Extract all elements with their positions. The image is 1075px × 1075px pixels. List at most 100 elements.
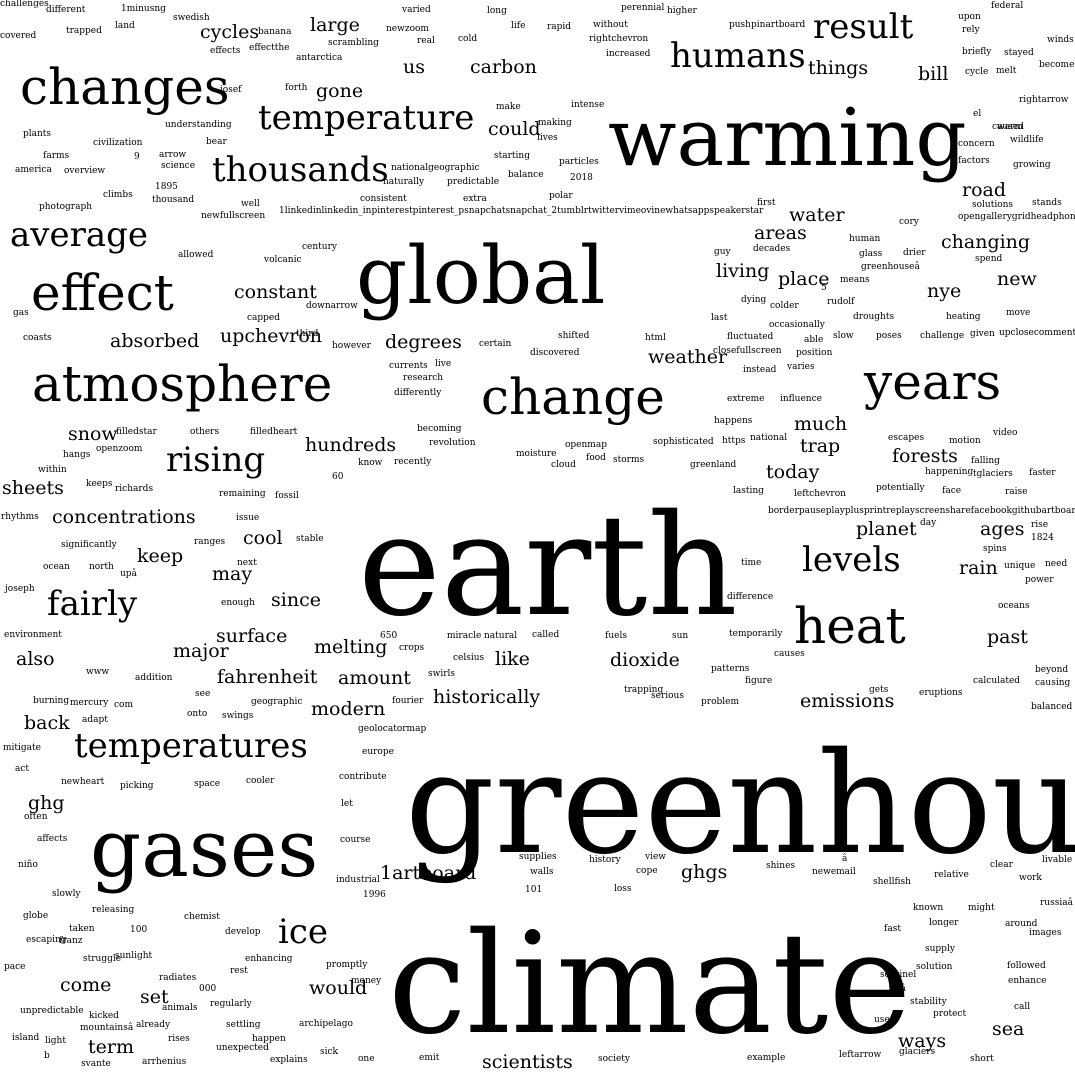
word: trap bbox=[800, 435, 841, 457]
word: ice bbox=[278, 912, 329, 952]
word: one bbox=[358, 1054, 375, 1064]
word: stability bbox=[910, 997, 947, 1007]
word: happens bbox=[714, 416, 753, 426]
word: promptly bbox=[326, 960, 368, 970]
word: starting bbox=[494, 151, 530, 161]
word: becoming bbox=[417, 424, 462, 434]
word: causing bbox=[1035, 678, 1071, 688]
word: newemail bbox=[812, 867, 856, 877]
word: upchevron bbox=[220, 325, 323, 347]
word: national bbox=[750, 433, 788, 443]
word: set bbox=[140, 986, 169, 1008]
word: society bbox=[598, 1054, 630, 1064]
word: last bbox=[711, 313, 728, 323]
word: ways bbox=[898, 1030, 947, 1052]
word: followed bbox=[1007, 961, 1046, 971]
word: atmosphere bbox=[32, 355, 333, 413]
word: cold bbox=[458, 34, 478, 44]
word: briefly bbox=[962, 47, 992, 57]
word: 101 bbox=[525, 885, 543, 895]
word: rapid bbox=[547, 22, 572, 32]
word: increased bbox=[606, 49, 651, 59]
word: fuels bbox=[605, 631, 627, 641]
word: things bbox=[808, 57, 869, 79]
word: com bbox=[114, 700, 133, 710]
word: long bbox=[487, 6, 507, 16]
word: taken bbox=[69, 924, 95, 934]
word: contribute bbox=[339, 772, 387, 782]
word: capped bbox=[247, 313, 281, 323]
word: gases bbox=[90, 802, 319, 895]
word: struggle bbox=[83, 954, 122, 964]
word: consistent bbox=[360, 194, 407, 204]
word: archipelago bbox=[299, 1019, 353, 1029]
word: come bbox=[60, 974, 112, 996]
word: spend bbox=[975, 254, 1003, 264]
word: figure bbox=[745, 676, 773, 686]
word: today bbox=[766, 461, 820, 483]
word: industrial bbox=[336, 875, 380, 885]
word: power bbox=[1025, 575, 1054, 585]
word: video bbox=[993, 428, 1018, 438]
word: banana bbox=[258, 27, 292, 37]
word: mercury bbox=[70, 698, 109, 708]
word: place bbox=[778, 268, 830, 290]
word: caused bbox=[992, 122, 1024, 132]
word: planet bbox=[856, 518, 917, 540]
word: sheets bbox=[2, 477, 64, 499]
word: use bbox=[874, 1015, 890, 1025]
word: known bbox=[913, 903, 944, 913]
word: picking bbox=[120, 781, 154, 791]
word: 1824 bbox=[1031, 533, 1054, 543]
word: varies bbox=[787, 362, 815, 372]
word: thousands bbox=[212, 150, 389, 190]
word: b bbox=[44, 1051, 50, 1061]
word: falling bbox=[971, 456, 1000, 466]
word: coasts bbox=[23, 333, 52, 343]
word: carbon bbox=[470, 56, 537, 78]
word: 60 bbox=[332, 472, 344, 482]
word: significantly bbox=[61, 540, 117, 550]
word: slowly bbox=[52, 889, 81, 899]
word: historically bbox=[433, 686, 541, 708]
word: term bbox=[88, 1036, 134, 1058]
word: escapes bbox=[888, 433, 925, 443]
word: lasting bbox=[733, 486, 764, 496]
word: degrees bbox=[385, 331, 462, 353]
word: could bbox=[488, 118, 541, 140]
word: melt bbox=[996, 66, 1017, 76]
word: unexpected bbox=[216, 1043, 269, 1053]
word: higher bbox=[667, 6, 697, 16]
word: environment bbox=[4, 630, 62, 640]
word: see bbox=[195, 689, 211, 699]
word: unique bbox=[1004, 561, 1036, 571]
word: effect bbox=[31, 264, 174, 322]
word: nye bbox=[927, 280, 962, 302]
word: revolution bbox=[429, 438, 476, 448]
word: concern bbox=[958, 139, 995, 149]
word: need bbox=[1045, 559, 1068, 569]
word: rising bbox=[166, 440, 266, 480]
word: volcanic bbox=[264, 255, 302, 265]
word: new bbox=[997, 268, 1037, 290]
word: difference bbox=[727, 592, 774, 602]
word: svante bbox=[81, 1059, 111, 1069]
word: franz bbox=[59, 936, 83, 946]
word: occasionally bbox=[769, 320, 825, 330]
word: 650 bbox=[380, 631, 398, 641]
word: earth bbox=[358, 485, 738, 648]
word: naturally bbox=[383, 177, 425, 187]
word: 5 bbox=[821, 283, 827, 293]
word: ocean bbox=[43, 562, 70, 572]
word: 000 bbox=[199, 984, 217, 994]
word: rely bbox=[962, 25, 980, 35]
word: life bbox=[511, 21, 526, 31]
word: years bbox=[864, 353, 1002, 411]
word: changing bbox=[941, 231, 1031, 253]
word: particles bbox=[559, 157, 599, 167]
word: call bbox=[1014, 1002, 1031, 1012]
word: arrhenius bbox=[142, 1057, 187, 1067]
word: fairly bbox=[47, 584, 138, 624]
word: raise bbox=[1005, 487, 1028, 497]
word: science bbox=[161, 161, 196, 171]
